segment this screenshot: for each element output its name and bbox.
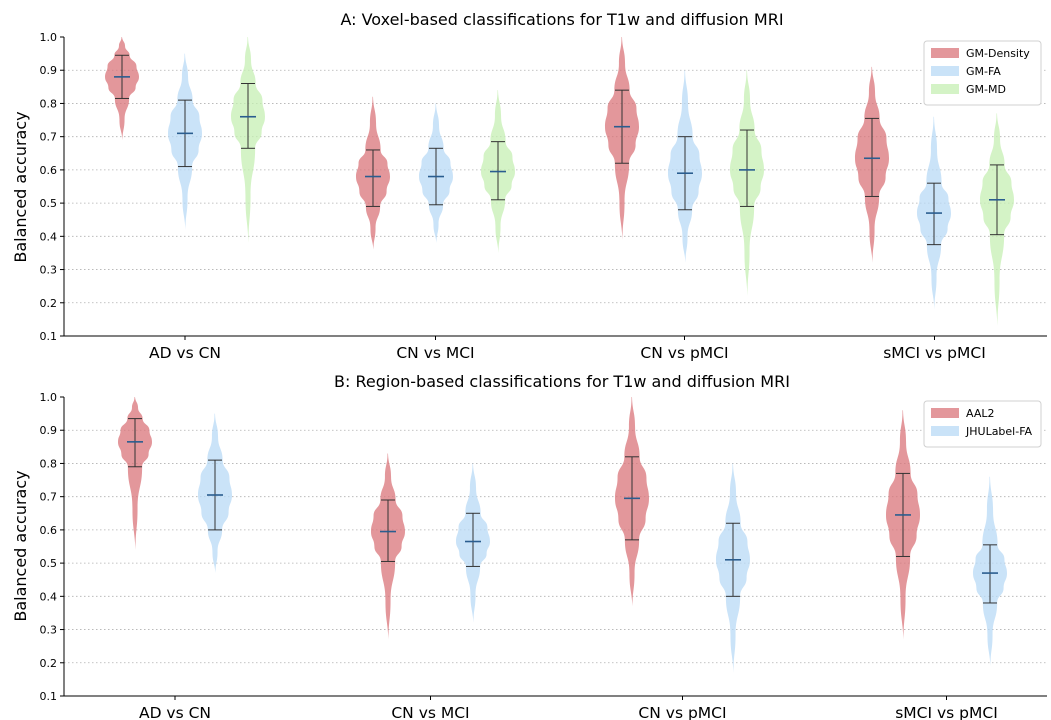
legend-label: GM-FA bbox=[966, 65, 1001, 78]
y-tick-label: 0.1 bbox=[40, 690, 58, 703]
x-category-label: CN vs MCI bbox=[391, 704, 469, 720]
y-tick-label: 0.3 bbox=[40, 264, 58, 277]
y-tick-label: 0.9 bbox=[40, 424, 58, 437]
panel-a: A: Voxel-based classifications for T1w a… bbox=[11, 10, 1047, 362]
y-tick-label: 0.1 bbox=[40, 330, 58, 343]
violin-body bbox=[118, 397, 152, 550]
x-category-label: CN vs pMCI bbox=[640, 344, 728, 362]
panel-b: B: Region-based classifications for T1w … bbox=[11, 372, 1047, 720]
x-category-label: CN vs pMCI bbox=[638, 704, 726, 720]
x-category-label: sMCI vs pMCI bbox=[895, 704, 998, 720]
y-tick-label: 1.0 bbox=[40, 31, 58, 44]
y-tick-label: 0.8 bbox=[40, 97, 58, 110]
y-tick-label: 0.7 bbox=[40, 491, 58, 504]
y-tick-label: 0.3 bbox=[40, 624, 58, 637]
y-tick-label: 0.4 bbox=[40, 230, 58, 243]
legend-label: GM-MD bbox=[966, 83, 1006, 96]
legend-swatch bbox=[931, 84, 959, 94]
legend-swatch bbox=[931, 408, 959, 418]
y-tick-label: 0.5 bbox=[40, 557, 58, 570]
legend-swatch bbox=[931, 426, 959, 436]
y-tick-label: 0.5 bbox=[40, 197, 58, 210]
y-tick-label: 0.2 bbox=[40, 297, 58, 310]
legend-label: GM-Density bbox=[966, 47, 1030, 60]
x-category-label: CN vs MCI bbox=[396, 344, 474, 362]
y-tick-label: 0.9 bbox=[40, 64, 58, 77]
legend-swatch bbox=[931, 48, 959, 58]
panel-a-title: A: Voxel-based classifications for T1w a… bbox=[340, 10, 783, 29]
x-category-label: AD vs CN bbox=[139, 704, 211, 720]
panel-b-y-axis-label: Balanced accuracy bbox=[11, 470, 30, 621]
y-tick-label: 0.2 bbox=[40, 657, 58, 670]
y-tick-label: 0.6 bbox=[40, 164, 58, 177]
panel-a-y-axis-label: Balanced accuracy bbox=[11, 111, 30, 262]
x-category-label: AD vs CN bbox=[149, 344, 221, 362]
y-tick-label: 1.0 bbox=[40, 391, 58, 404]
y-tick-label: 0.6 bbox=[40, 524, 58, 537]
legend-swatch bbox=[931, 66, 959, 76]
legend-label: AAL2 bbox=[966, 407, 994, 420]
panel-b-title: B: Region-based classifications for T1w … bbox=[334, 372, 790, 391]
legend-label: JHULabel-FA bbox=[965, 425, 1033, 438]
y-tick-label: 0.8 bbox=[40, 457, 58, 470]
x-category-label: sMCI vs pMCI bbox=[883, 344, 986, 362]
y-tick-label: 0.4 bbox=[40, 590, 58, 603]
y-tick-label: 0.7 bbox=[40, 131, 58, 144]
